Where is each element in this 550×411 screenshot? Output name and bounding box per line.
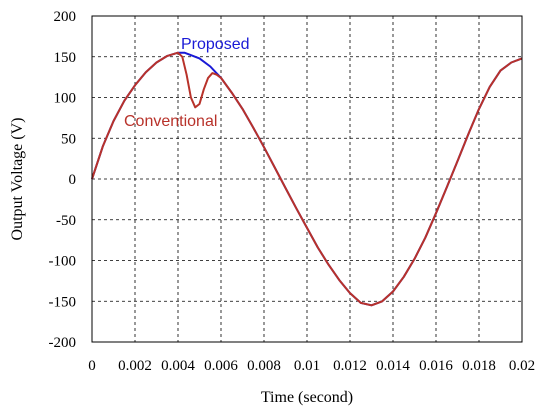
y-tick-label: 150: [54, 50, 77, 66]
x-tick-label: 0.008: [247, 358, 281, 374]
grid-lines: [92, 16, 522, 342]
y-tick-label: -50: [56, 213, 76, 229]
x-tick-label: 0: [88, 358, 96, 374]
x-axis-title: Time (second): [261, 389, 353, 406]
x-tick-label: 0.004: [161, 358, 195, 374]
y-axis-title: Output Voltage (V): [9, 118, 26, 241]
x-tick-label: 0.016: [419, 358, 453, 374]
x-tick-label: 0.002: [118, 358, 152, 374]
series-line-conventional: [91, 51, 523, 307]
y-tick-label: 200: [54, 9, 77, 25]
x-tick-label: 0.012: [333, 358, 367, 374]
y-tick-label: 0: [69, 172, 77, 188]
y-tick-label: 50: [61, 131, 76, 147]
x-tick-label: 0.018: [462, 358, 496, 374]
series-layer: [91, 51, 523, 307]
x-tick-label: 0.006: [204, 358, 238, 374]
y-tick-label: 100: [54, 91, 77, 107]
series-label-conventional: Conventional: [124, 113, 217, 130]
x-tick-label: 0.014: [376, 358, 410, 374]
y-tick-label: -200: [49, 335, 77, 351]
plot-frame: [91, 15, 523, 343]
y-tick-label: -100: [49, 254, 77, 270]
x-tick-label: 0.01: [294, 358, 320, 374]
x-tick-label: 0.02: [509, 358, 535, 374]
y-tick-label: -150: [49, 294, 77, 310]
x-tick-labels: 0 0.002 0.004 0.006 0.008 0.01 0.012 0.014 0.016…: [88, 358, 535, 374]
series-label-proposed: Proposed: [181, 36, 250, 53]
y-tick-labels: 200 150 100 50 0 -50 -100 -150 -200: [49, 9, 77, 351]
